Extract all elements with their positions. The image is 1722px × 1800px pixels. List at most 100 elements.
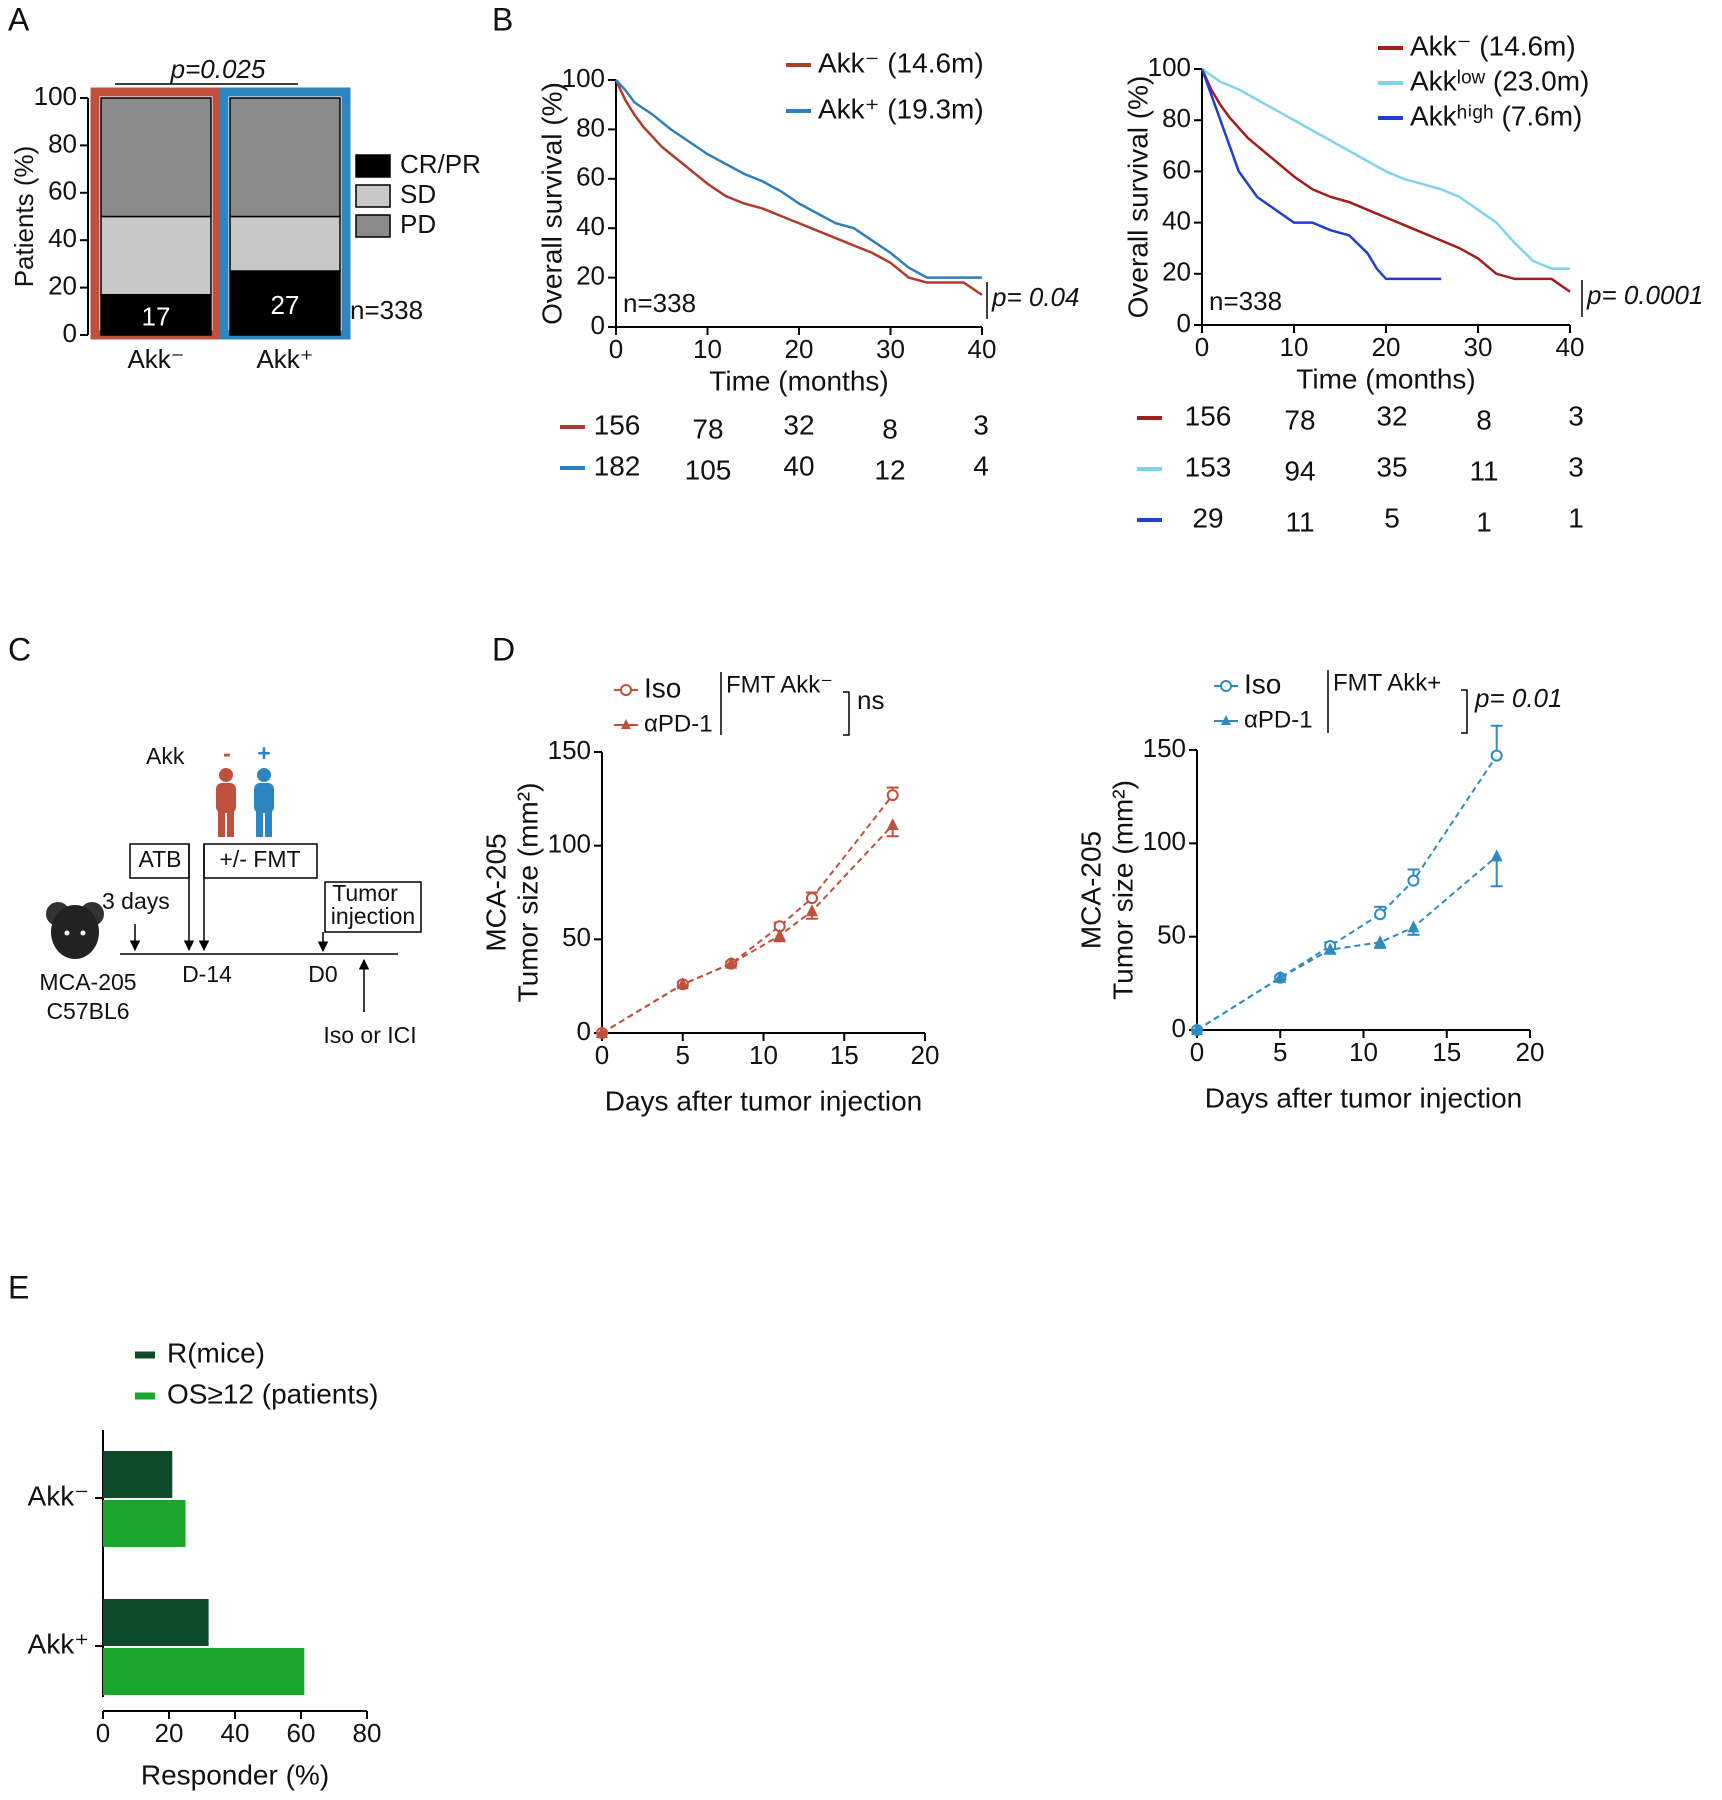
human-icon: [254, 768, 274, 837]
tumor-label: injection: [331, 903, 415, 929]
at-risk: 40: [783, 450, 814, 481]
y-tick-label: 100: [34, 81, 77, 111]
bar: [103, 1451, 173, 1498]
n-label: n=338: [350, 295, 423, 325]
y-tick-label: 150: [1143, 733, 1186, 763]
survival-curve: [1200, 68, 1442, 281]
y-axis-label: Tumor size (mm²): [512, 783, 543, 1003]
y-tick-label: 60: [48, 176, 77, 206]
at-risk: 94: [1284, 455, 1315, 486]
y-tick-label: Akk⁻: [28, 1480, 89, 1511]
legend-label: Akkʰⁱᵍʰ (7.6m): [1410, 100, 1582, 131]
x-tick-label: 40: [1556, 332, 1585, 362]
legend-marker: [620, 684, 632, 696]
mouse-icon: [46, 902, 104, 959]
at-risk: 8: [1476, 404, 1492, 435]
x-tick-label: 5: [1273, 1037, 1287, 1067]
plus-sign: +: [257, 740, 270, 766]
y-axis-label: MCA-205: [1075, 831, 1106, 949]
at-risk: 78: [1284, 404, 1315, 435]
legend-label: SD: [400, 179, 436, 209]
legend-label: Akk⁺ (19.3m): [818, 93, 984, 124]
survival-curve: [1201, 67, 1570, 270]
y-tick-label: 20: [1162, 257, 1191, 287]
x-tick-label: 10: [1280, 332, 1309, 362]
x-tick-label: 0: [1195, 332, 1209, 362]
y-tick-label: 50: [1157, 920, 1186, 950]
x-tick-label: 10: [1349, 1037, 1378, 1067]
x-tick-label: 10: [693, 334, 722, 364]
marker: [1324, 942, 1337, 955]
panel-label: B: [492, 1, 513, 37]
y-tick-label: 20: [576, 260, 605, 290]
y-tick-label: 0: [1177, 308, 1191, 338]
legend-label: Akk⁻ (14.6m): [1410, 30, 1576, 61]
akk-label: Akk: [146, 743, 185, 769]
x-tick-label: 0: [609, 334, 623, 364]
bar-segment: [229, 270, 341, 336]
at-risk: 8: [882, 413, 898, 444]
marker: [596, 1026, 608, 1038]
bar: [103, 1648, 305, 1695]
x-tick-label: 40: [968, 334, 997, 364]
survival-curve: [1200, 68, 1571, 293]
day-label: D-14: [182, 961, 232, 987]
at-risk: 35: [1376, 451, 1407, 482]
x-tick-label: 80: [353, 1718, 382, 1748]
bar: [103, 1500, 186, 1547]
at-risk: 153: [1185, 451, 1232, 482]
x-tick-label: 15: [1432, 1037, 1461, 1067]
p-value: p= 0.04: [991, 282, 1079, 312]
marker: [1407, 920, 1420, 933]
growth-line: [601, 794, 894, 1034]
x-tick-label: 40: [221, 1718, 250, 1748]
at-risk: 4: [973, 450, 989, 481]
at-risk: 5: [1384, 502, 1400, 533]
x-axis-label: Time (months): [1296, 363, 1475, 394]
legend-label: Iso: [1244, 668, 1281, 699]
x-tick-label: 0: [96, 1718, 110, 1748]
legend-label: Akkˡᵒʷ (23.0m): [1410, 65, 1589, 96]
marker: [1490, 849, 1503, 862]
tumor-label: Tumor: [332, 880, 398, 906]
y-tick-label: 40: [1162, 205, 1191, 235]
bar-segment: [229, 97, 341, 218]
marker: [1407, 874, 1420, 887]
bar-segment: [100, 97, 212, 218]
legend-marker: [621, 719, 631, 729]
n-label: n=338: [1209, 286, 1282, 316]
p-value: p=0.025: [170, 54, 266, 84]
bracket: [1461, 689, 1468, 734]
marker: [1374, 935, 1387, 948]
y-tick-label: 100: [548, 829, 591, 859]
y-tick-label: 40: [48, 223, 77, 253]
at-risk: 1: [1476, 506, 1492, 537]
x-axis-label: Days after tumor injection: [605, 1085, 922, 1116]
survival-curve: [615, 79, 982, 279]
minus-sign: -: [223, 740, 231, 766]
at-risk: 11: [1285, 506, 1314, 537]
x-tick-label: 20: [155, 1718, 184, 1748]
y-tick-label: 80: [576, 112, 605, 142]
y-tick-label: 0: [63, 318, 77, 348]
y-axis-label: MCA-205: [480, 833, 511, 951]
marker: [886, 789, 899, 802]
marker: [1274, 970, 1287, 983]
at-risk: 11: [1469, 455, 1498, 486]
x-tick-label: 20: [1516, 1037, 1545, 1067]
legend-marker: [1220, 680, 1232, 692]
growth-line: [601, 824, 894, 1034]
panel-label: D: [492, 631, 515, 667]
at-risk: 32: [1376, 400, 1407, 431]
p-value: p= 0.0001: [1586, 280, 1703, 310]
x-tick-label: 30: [876, 334, 905, 364]
model-label: C57BL6: [46, 998, 129, 1024]
model-label: MCA-205: [39, 969, 136, 995]
y-tick-label: 100: [1143, 826, 1186, 856]
legend-label: PD: [400, 209, 436, 239]
y-tick-label: 40: [576, 211, 605, 241]
y-tick-label: 60: [576, 162, 605, 192]
legend-label: R(mice): [167, 1337, 265, 1368]
growth-line: [1196, 755, 1498, 1031]
